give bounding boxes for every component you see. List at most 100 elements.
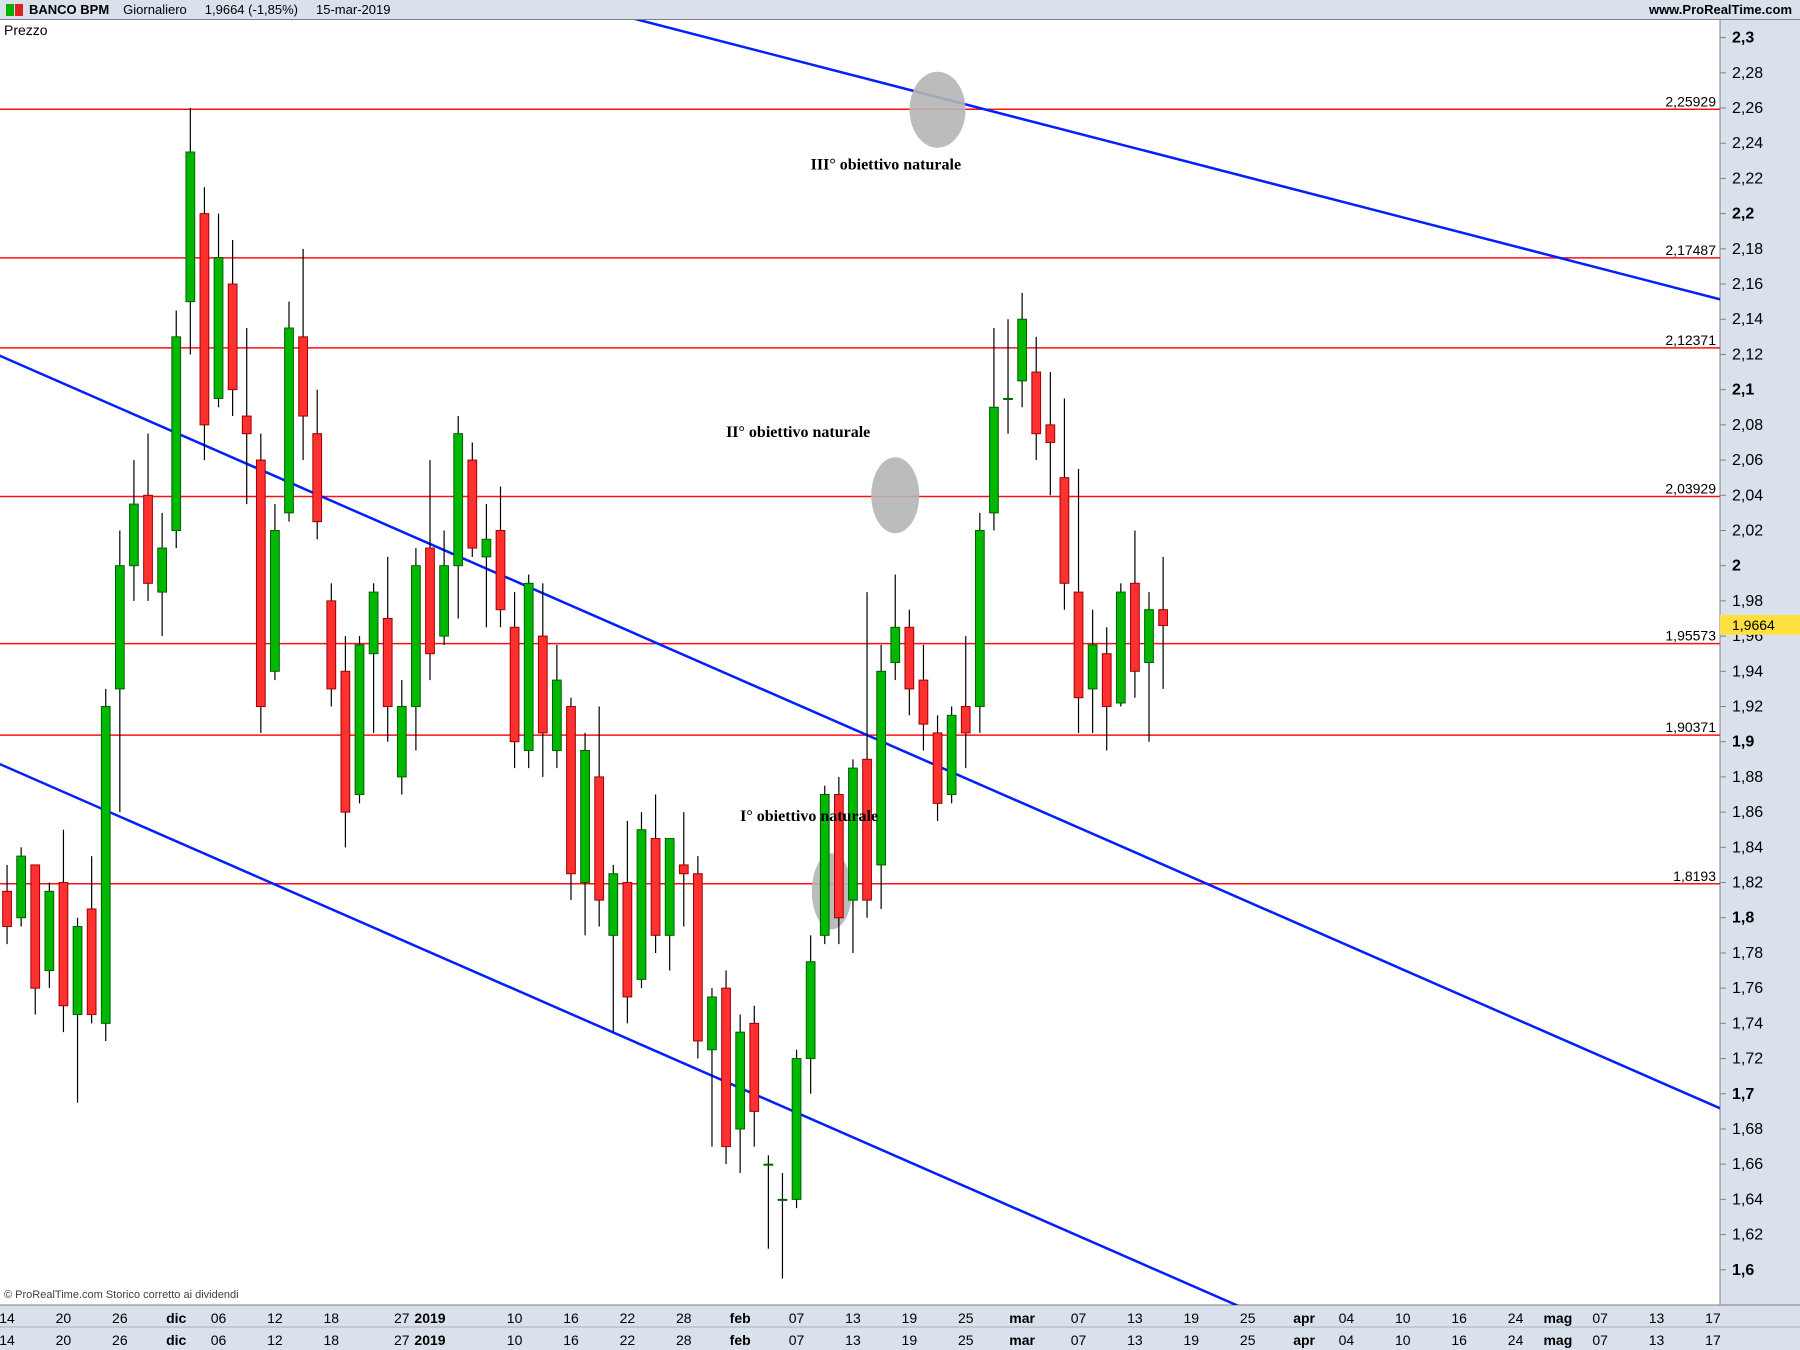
x-tick-label: mar [1009, 1310, 1035, 1326]
y-tick-label: 2,02 [1732, 522, 1763, 539]
y-tick-label: 2,2 [1732, 206, 1754, 223]
candle-body [200, 214, 209, 425]
candle-body [454, 434, 463, 566]
candle-body [947, 715, 956, 794]
candle-body [919, 680, 928, 724]
candle-body [1116, 592, 1125, 703]
x-tick-label: mag [1543, 1332, 1572, 1348]
level-label: 1,95573 [1665, 628, 1716, 644]
y-tick-label: 2,04 [1732, 487, 1763, 504]
y-tick-label: 2,26 [1732, 100, 1763, 117]
candle-body [172, 337, 181, 531]
candle-body [256, 460, 265, 706]
candle-body [468, 460, 477, 548]
candle-body [1060, 478, 1069, 584]
x-tick-label: 19 [1184, 1310, 1200, 1326]
y-tick-label: 1,94 [1732, 663, 1763, 680]
level-label: 2,17487 [1665, 242, 1716, 258]
y-tick-label: 1,68 [1732, 1121, 1763, 1138]
candle-body [355, 645, 364, 795]
x-tick-label: 16 [563, 1310, 579, 1326]
x-tick-label: 13 [845, 1332, 861, 1348]
candle-body [1004, 398, 1013, 399]
x-tick-label: 18 [324, 1332, 340, 1348]
x-tick-label: 12 [267, 1332, 283, 1348]
x-tick-label: 14 [0, 1332, 15, 1348]
candle-body [299, 337, 308, 416]
trend-line [0, 736, 1783, 1350]
annotation: II° obiettivo naturale [726, 424, 870, 441]
candle-body [651, 839, 660, 936]
candle-body [426, 548, 435, 654]
y-tick-label: 1,82 [1732, 875, 1763, 892]
candle-body [595, 777, 604, 900]
y-tick-label: 2,08 [1732, 417, 1763, 434]
target-ellipse [812, 853, 852, 929]
x-tick-label: 16 [1451, 1332, 1467, 1348]
candle-body [567, 707, 576, 874]
candle-body [891, 627, 900, 662]
chart-header: BANCO BPM Giornaliero 1,9664 (-1,85%) 15… [0, 0, 1800, 20]
y-tick-label: 1,76 [1732, 980, 1763, 997]
candle-body [115, 566, 124, 689]
candle-body [1102, 654, 1111, 707]
candle-body [1131, 583, 1140, 671]
y-tick-label: 1,66 [1732, 1156, 1763, 1173]
candle-body [327, 601, 336, 689]
candlestick-chart[interactable]: 2,32,282,262,242,222,22,182,162,142,122,… [0, 20, 1800, 1350]
candle-body [877, 671, 886, 865]
x-tick-label: 25 [958, 1332, 974, 1348]
candle-body [524, 583, 533, 750]
x-tick-label: 16 [563, 1332, 579, 1348]
x-tick-label: 10 [1395, 1332, 1411, 1348]
x-tick-label: 13 [1127, 1310, 1143, 1326]
candle-body [242, 416, 251, 434]
last-price: 1,9664 (-1,85%) [205, 0, 298, 20]
candle-body [17, 856, 26, 918]
candle-body [905, 627, 914, 689]
candle-body [31, 865, 40, 988]
y-tick-label: 2,24 [1732, 135, 1763, 152]
x-tick-label: 25 [1240, 1332, 1256, 1348]
candle-body [510, 627, 519, 741]
x-tick-label: dic [166, 1310, 186, 1326]
candle-body [553, 680, 562, 750]
candle-body [990, 407, 999, 513]
target-ellipse [871, 457, 919, 533]
x-tick-label: 2019 [414, 1310, 445, 1326]
y-tick-label: 1,9 [1732, 734, 1754, 751]
candle-body [581, 751, 590, 883]
x-tick-label: feb [730, 1310, 751, 1326]
y-tick-label: 1,7 [1732, 1086, 1754, 1103]
candle-body [849, 768, 858, 900]
y-tick-label: 1,88 [1732, 769, 1763, 786]
x-tick-label: 14 [0, 1310, 15, 1326]
x-tick-label: 17 [1705, 1332, 1721, 1348]
candle-body [736, 1032, 745, 1129]
y-tick-label: 2,3 [1732, 30, 1754, 47]
candle-body [397, 707, 406, 777]
candle-body [961, 707, 970, 733]
x-tick-label: 27 [394, 1310, 410, 1326]
y-tick-label: 2,18 [1732, 241, 1763, 258]
candle-body [440, 566, 449, 636]
x-tick-label: 16 [1451, 1310, 1467, 1326]
candle-body [679, 865, 688, 874]
candle-body [214, 258, 223, 399]
y-tick-label: 2,16 [1732, 276, 1763, 293]
x-tick-label: 10 [507, 1332, 523, 1348]
candle-body [778, 1199, 787, 1200]
y-tick-label: 1,6 [1732, 1262, 1754, 1279]
x-tick-label: feb [730, 1332, 751, 1348]
y-tick-label: 2,28 [1732, 65, 1763, 82]
x-tick-label: 07 [1592, 1332, 1608, 1348]
candle-body [59, 883, 68, 1006]
x-tick-label: 27 [394, 1332, 410, 1348]
candle-body [73, 927, 82, 1015]
candle-body [130, 504, 139, 566]
down-icon [15, 4, 23, 16]
candle-body [3, 891, 12, 926]
x-tick-label: 19 [1184, 1332, 1200, 1348]
candle-body [228, 284, 237, 390]
y-tick-label: 1,64 [1732, 1191, 1763, 1208]
